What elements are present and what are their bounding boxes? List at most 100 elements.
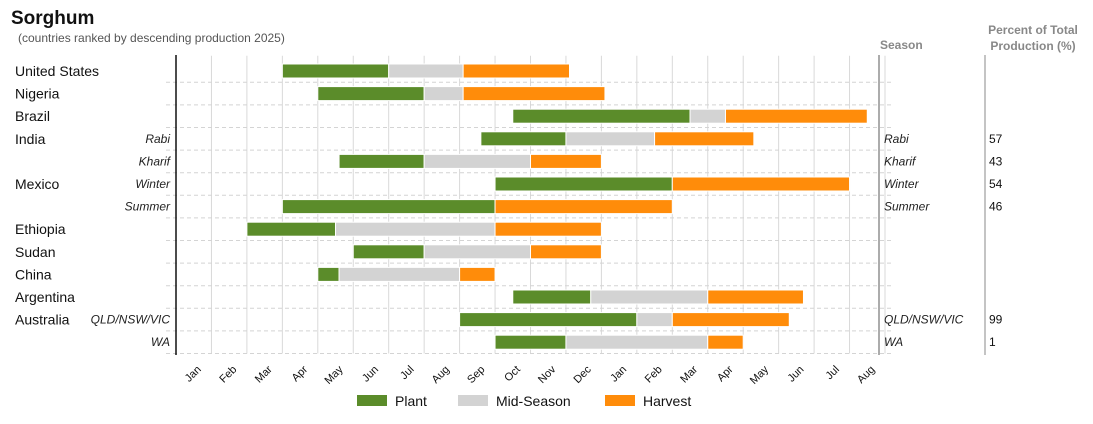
bars bbox=[246, 63, 868, 350]
season-label-right: Kharif bbox=[884, 154, 917, 168]
percent-value: 99 bbox=[989, 313, 1003, 327]
chart-title: Sorghum bbox=[11, 8, 94, 29]
bar-plant bbox=[459, 312, 638, 328]
month-tick-label: Oct bbox=[502, 364, 523, 385]
bar-plant bbox=[352, 244, 425, 260]
legend: Plant Mid-Season Harvest bbox=[357, 393, 691, 409]
percent-value: 57 bbox=[989, 132, 1003, 146]
month-tick-label: Aug bbox=[430, 364, 452, 386]
season-label-left: QLD/NSW/VIC bbox=[91, 313, 171, 327]
bar-mid bbox=[689, 108, 726, 124]
country-label: United States bbox=[15, 63, 99, 79]
bar-mid bbox=[636, 312, 673, 328]
season-label-right: WA bbox=[884, 335, 903, 349]
bar-mid bbox=[590, 289, 709, 305]
month-tick-label: Apr bbox=[715, 363, 736, 384]
bar-harvest bbox=[707, 334, 744, 350]
month-tick-label: Mar bbox=[253, 363, 275, 385]
bar-harvest bbox=[462, 63, 570, 79]
percent-value: 54 bbox=[989, 177, 1003, 191]
month-tick-label: Jun bbox=[360, 364, 381, 385]
month-tick-label: Feb bbox=[643, 364, 665, 386]
month-tick-label: Jun bbox=[785, 364, 806, 385]
season-label-right: QLD/NSW/VIC bbox=[884, 313, 964, 327]
bar-harvest bbox=[671, 312, 790, 328]
month-tick-label: Aug bbox=[855, 364, 877, 386]
country-label: Brazil bbox=[15, 108, 50, 124]
season-label-left: WA bbox=[151, 335, 170, 349]
legend-swatch-plant bbox=[357, 395, 387, 406]
bar-mid bbox=[423, 86, 464, 102]
country-label: Nigeria bbox=[15, 86, 60, 102]
season-label-left: Rabi bbox=[145, 132, 170, 146]
bar-plant bbox=[281, 199, 496, 215]
bar-plant bbox=[317, 266, 340, 282]
bar-mid bbox=[335, 221, 496, 237]
percent-column-header-line1: Percent of Total bbox=[988, 23, 1078, 37]
bar-harvest bbox=[671, 176, 851, 192]
season-label-right: Summer bbox=[884, 200, 930, 214]
bar-harvest bbox=[530, 244, 602, 260]
month-tick-label: Jan bbox=[608, 364, 629, 385]
percent-column-header-line2: Production (%) bbox=[990, 39, 1075, 53]
bar-mid bbox=[565, 131, 656, 147]
country-label: Sudan bbox=[15, 244, 55, 260]
month-tick-label: Nov bbox=[536, 363, 559, 386]
country-label: China bbox=[15, 266, 52, 282]
percent-value: 1 bbox=[989, 335, 996, 349]
country-label: Argentina bbox=[15, 289, 75, 305]
bar-plant bbox=[494, 334, 567, 350]
bar-harvest bbox=[707, 289, 804, 305]
bar-mid bbox=[388, 63, 464, 79]
month-tick-label: May bbox=[322, 363, 346, 387]
month-tick-label: Jul bbox=[398, 364, 416, 382]
season-label-left: Kharif bbox=[139, 154, 172, 168]
season-column-header: Season bbox=[880, 38, 923, 52]
season-label-left: Summer bbox=[125, 200, 171, 214]
legend-label-harvest: Harvest bbox=[643, 393, 691, 409]
legend-swatch-mid bbox=[458, 395, 488, 406]
bar-mid bbox=[338, 266, 461, 282]
month-tick-label: Mar bbox=[678, 363, 700, 385]
bar-plant bbox=[317, 86, 425, 102]
month-tick-label: May bbox=[748, 363, 772, 387]
bar-harvest bbox=[459, 266, 496, 282]
legend-label-plant: Plant bbox=[395, 393, 427, 409]
bar-plant bbox=[494, 176, 673, 192]
row-labels: United States Nigeria Brazil India Rabi Rabi 5… bbox=[15, 63, 1003, 349]
country-label: India bbox=[15, 131, 46, 147]
axes bbox=[175, 55, 986, 355]
bar-harvest bbox=[462, 86, 606, 102]
bar-mid bbox=[565, 334, 709, 350]
percent-value: 46 bbox=[989, 200, 1003, 214]
bar-plant bbox=[480, 131, 567, 147]
month-tick-labels: Jan Feb Mar Apr May Jun Jul Aug Sep Oct Nov Dec Jan F… bbox=[183, 363, 878, 387]
bar-plant bbox=[338, 153, 425, 169]
bar-harvest bbox=[530, 153, 602, 169]
bar-plant bbox=[246, 221, 337, 237]
month-tick-label: Dec bbox=[571, 363, 594, 386]
bar-plant bbox=[512, 289, 592, 305]
bar-harvest bbox=[654, 131, 755, 147]
legend-label-mid: Mid-Season bbox=[496, 393, 571, 409]
month-tick-label: Sep bbox=[465, 364, 487, 386]
legend-swatch-harvest bbox=[605, 395, 635, 406]
bar-mid bbox=[423, 244, 531, 260]
month-tick-label: Jan bbox=[183, 364, 204, 385]
bar-harvest bbox=[494, 221, 602, 237]
country-label: Mexico bbox=[15, 176, 60, 192]
country-label: Australia bbox=[15, 312, 70, 328]
season-label-right: Winter bbox=[884, 177, 920, 191]
chart-subtitle: (countries ranked by descending producti… bbox=[18, 31, 285, 45]
season-label-right: Rabi bbox=[884, 132, 909, 146]
bar-plant bbox=[281, 63, 390, 79]
month-tick-label: Feb bbox=[217, 364, 239, 386]
bar-mid bbox=[423, 153, 531, 169]
bar-harvest bbox=[724, 108, 868, 124]
country-label: Ethiopia bbox=[15, 221, 66, 237]
bar-harvest bbox=[494, 199, 673, 215]
percent-value: 43 bbox=[989, 154, 1003, 168]
month-tick-label: Apr bbox=[290, 363, 311, 384]
bar-plant bbox=[512, 108, 691, 124]
